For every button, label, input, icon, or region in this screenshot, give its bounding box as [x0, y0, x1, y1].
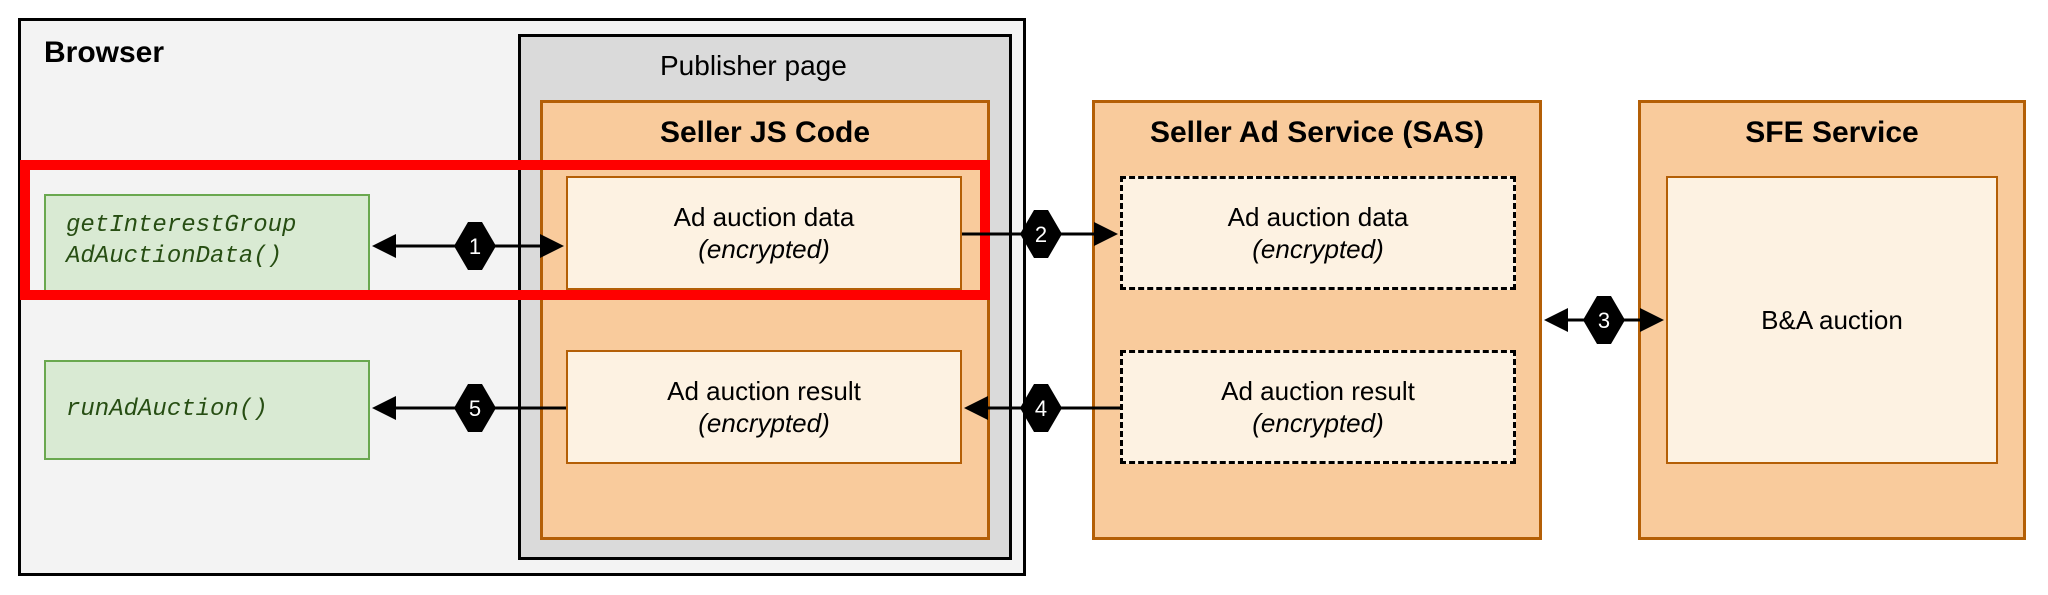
svg-text:3: 3	[1598, 308, 1610, 333]
ad-auction-result-seller-l2: (encrypted)	[568, 407, 960, 440]
api-run-ad-auction-box: runAdAuction()	[44, 360, 370, 460]
ad-auction-data-sas-l2: (encrypted)	[1123, 233, 1513, 266]
ad-auction-result-sas-l2: (encrypted)	[1123, 407, 1513, 440]
badge-4: 4	[1020, 384, 1062, 432]
ad-auction-data-sas-box: Ad auction data (encrypted)	[1120, 176, 1516, 290]
badge-2: 2	[1020, 210, 1062, 258]
ba-auction-box: B&A auction	[1666, 176, 1998, 464]
ad-auction-data-sas-l1: Ad auction data	[1123, 201, 1513, 234]
ad-auction-result-sas-l1: Ad auction result	[1123, 375, 1513, 408]
seller-js-title: Seller JS Code	[540, 116, 990, 150]
ad-auction-result-seller-l1: Ad auction result	[568, 375, 960, 408]
ad-auction-result-seller-box: Ad auction result (encrypted)	[566, 350, 962, 464]
sas-title: Seller Ad Service (SAS)	[1092, 116, 1542, 150]
sfe-title: SFE Service	[1638, 116, 2026, 150]
api-run-ad-auction-label: runAdAuction()	[66, 394, 268, 425]
browser-title: Browser	[44, 36, 164, 70]
highlight-rect	[20, 160, 990, 300]
svg-text:2: 2	[1035, 222, 1047, 247]
publisher-page-title: Publisher page	[660, 50, 847, 82]
ba-auction-label: B&A auction	[1761, 304, 1903, 337]
svg-text:4: 4	[1035, 396, 1047, 421]
ad-auction-result-sas-box: Ad auction result (encrypted)	[1120, 350, 1516, 464]
badge-3: 3	[1583, 296, 1625, 344]
diagram-stage: Browser Publisher page Seller JS Code Se…	[0, 0, 2048, 595]
sas-box	[1092, 100, 1542, 540]
